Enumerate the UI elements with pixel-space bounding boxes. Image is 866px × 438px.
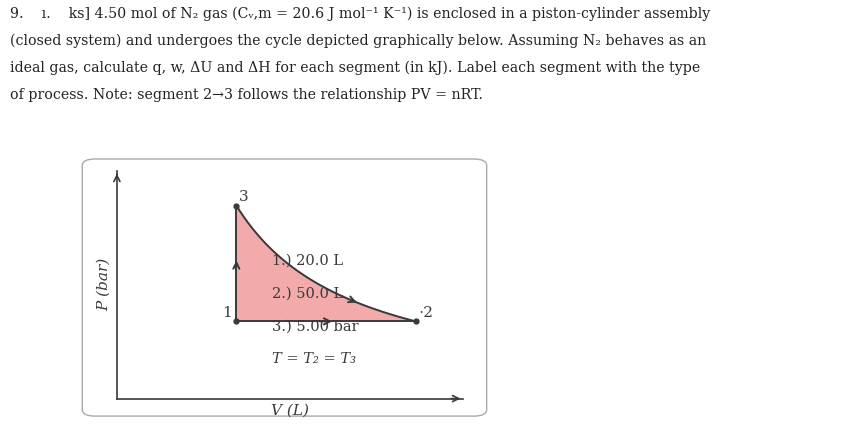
Text: T = T₂ = T₃: T = T₂ = T₃ <box>272 352 356 366</box>
Text: (closed system) and undergoes the cycle depicted graphically below. Assuming N₂ : (closed system) and undergoes the cycle … <box>10 34 707 48</box>
Text: 2.) 50.0 L: 2.) 50.0 L <box>272 286 344 300</box>
Text: 3: 3 <box>239 191 249 205</box>
Polygon shape <box>236 205 416 321</box>
Text: of process. Note: segment 2→3 follows the relationship PV​ = nRT.: of process. Note: segment 2→3 follows th… <box>10 88 483 102</box>
Y-axis label: P (bar): P (bar) <box>97 258 112 311</box>
Text: ⋅2: ⋅2 <box>418 306 434 320</box>
Text: 1: 1 <box>222 306 231 320</box>
Text: 3.) 5.00 bar: 3.) 5.00 bar <box>272 319 359 333</box>
X-axis label: V (L): V (L) <box>271 404 309 418</box>
Text: ideal gas, calculate q, w, ΔU and ΔH for each segment (in kJ). Label each segmen: ideal gas, calculate q, w, ΔU and ΔH for… <box>10 61 701 75</box>
Text: 1.) 20.0 L: 1.) 20.0 L <box>272 254 343 268</box>
Text: 9.    ı.    ks] 4.50 mol of N₂ gas (Cᵥ,m​ = 20.6 J mol⁻¹ K⁻¹) is enclosed in a p: 9. ı. ks] 4.50 mol of N₂ gas (Cᵥ,m​ = 20… <box>10 7 711 21</box>
